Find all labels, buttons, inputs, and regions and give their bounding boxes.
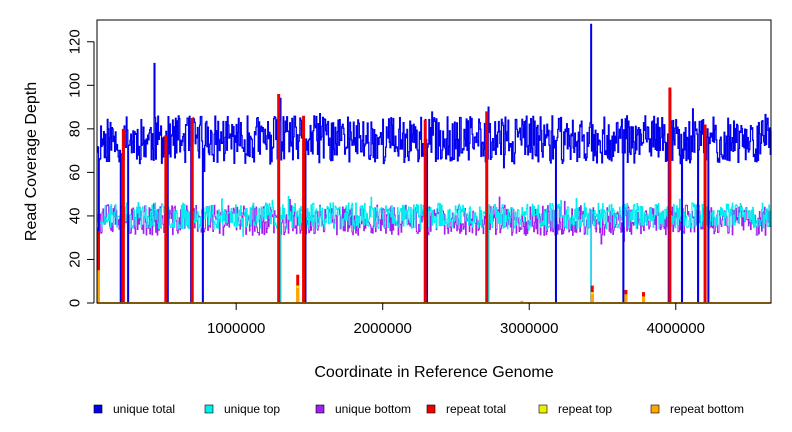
series-layer — [96, 23, 772, 304]
legend-item: unique bottom — [315, 402, 411, 416]
y-tick-label: 80 — [67, 121, 84, 138]
legend-item: repeat bottom — [650, 402, 744, 416]
legend-swatch — [538, 404, 548, 414]
x-axis: 1000000 2000000 3000000 4000000 — [207, 303, 705, 337]
x-axis-label: Coordinate in Reference Genome — [314, 364, 553, 381]
y-tick-label: 60 — [67, 164, 84, 181]
y-tick-label: 0 — [67, 299, 84, 307]
y-tick-label: 100 — [67, 73, 84, 98]
x-tick-label: 3000000 — [500, 320, 558, 337]
x-tick-label: 4000000 — [647, 320, 705, 337]
legend-swatch — [204, 404, 214, 414]
y-tick-label: 120 — [67, 29, 84, 54]
y-axis-label: Read Coverage Depth — [23, 82, 40, 241]
legend-swatch — [650, 404, 660, 414]
y-tick-label: 20 — [67, 251, 84, 268]
legend-label: repeat total — [446, 402, 506, 416]
series-unique-total — [97, 23, 772, 304]
legend-item: repeat total — [426, 402, 506, 416]
legend-item: unique total — [93, 402, 175, 416]
plot-frame — [96, 19, 772, 304]
legend-label: unique total — [113, 402, 175, 416]
y-axis: 0 20 40 60 80 100 120 — [67, 29, 95, 307]
legend-label: repeat top — [558, 402, 612, 416]
x-tick-label: 2000000 — [354, 320, 412, 337]
legend-label: unique bottom — [335, 402, 411, 416]
legend-swatch — [93, 404, 103, 414]
series-unique-top — [97, 195, 772, 304]
legend-swatch — [315, 404, 325, 414]
legend-item: repeat top — [538, 402, 612, 416]
legend-label: repeat bottom — [670, 402, 744, 416]
legend-swatch — [426, 404, 436, 414]
legend: unique total unique top unique bottom repea… — [93, 402, 744, 416]
legend-label: unique top — [224, 402, 280, 416]
legend-item: unique top — [204, 402, 280, 416]
x-tick-label: 1000000 — [207, 320, 265, 337]
y-tick-label: 40 — [67, 208, 84, 225]
